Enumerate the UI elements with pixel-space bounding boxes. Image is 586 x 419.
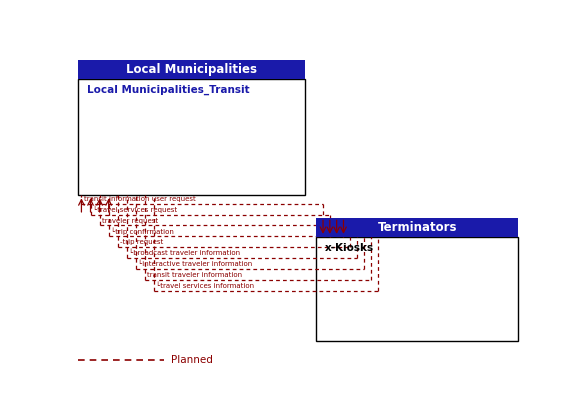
Text: Local Municipalities_Transit: Local Municipalities_Transit xyxy=(87,85,250,95)
Text: ‑trip request: ‑trip request xyxy=(120,239,163,245)
Text: Planned: Planned xyxy=(171,355,213,365)
Text: └trip confirmation: └trip confirmation xyxy=(111,227,174,235)
Text: Terminators: Terminators xyxy=(377,221,457,234)
Bar xyxy=(316,237,518,341)
Text: transit traveler information: transit traveler information xyxy=(147,272,243,278)
Text: └travel services information: └travel services information xyxy=(156,282,254,289)
Bar xyxy=(78,79,305,195)
Text: transit information user request: transit information user request xyxy=(84,196,196,202)
Text: x-Kiosks: x-Kiosks xyxy=(325,243,374,253)
Text: Local Municipalities: Local Municipalities xyxy=(126,63,257,76)
Text: └interactive traveler information: └interactive traveler information xyxy=(138,261,253,267)
Text: └broadcast traveler information: └broadcast traveler information xyxy=(129,249,240,256)
Text: └travel services request: └travel services request xyxy=(93,206,177,213)
Text: traveler request: traveler request xyxy=(102,217,158,223)
Bar xyxy=(316,218,518,237)
Bar xyxy=(78,60,305,79)
